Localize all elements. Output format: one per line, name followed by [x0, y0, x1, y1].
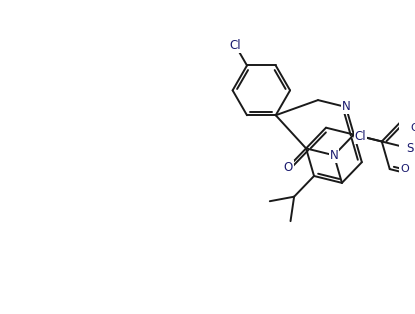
Text: O: O: [283, 160, 293, 174]
Text: Cl: Cl: [355, 130, 366, 143]
Text: S: S: [406, 142, 413, 155]
Text: O: O: [400, 164, 409, 174]
Text: N: N: [342, 100, 350, 113]
Text: Cl: Cl: [229, 39, 241, 52]
Text: O: O: [410, 123, 415, 133]
Text: N: N: [330, 149, 338, 162]
